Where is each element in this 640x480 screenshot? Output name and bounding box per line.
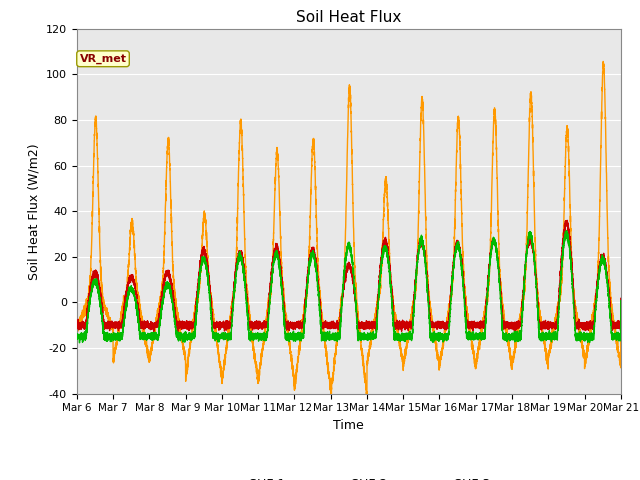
SHF 2 <box>522 254 530 260</box>
Line: SHF 1: SHF 1 <box>77 220 621 332</box>
Title: Soil Heat Flux: Soil Heat Flux <box>296 10 401 25</box>
SHF 1 <box>174 329 182 335</box>
SHF 3 <box>508 332 515 338</box>
SHF 2 <box>287 354 294 360</box>
SHF 1 <box>287 324 294 330</box>
Line: SHF 2: SHF 2 <box>77 61 621 397</box>
SHF 1 <box>508 322 515 328</box>
SHF 1 <box>502 320 510 325</box>
SHF 1 <box>481 322 489 327</box>
SHF 2 <box>617 301 625 307</box>
Y-axis label: Soil Heat Flux (W/m2): Soil Heat Flux (W/m2) <box>28 143 40 279</box>
Legend: SHF 1, SHF 2, SHF 3: SHF 1, SHF 2, SHF 3 <box>202 473 495 480</box>
SHF 3 <box>481 330 489 336</box>
SHF 3 <box>563 228 570 233</box>
SHF 3 <box>617 298 625 303</box>
SHF 2 <box>508 361 515 367</box>
SHF 3 <box>73 335 81 340</box>
SHF 3 <box>287 333 294 338</box>
SHF 3 <box>502 334 510 340</box>
Text: VR_met: VR_met <box>79 54 127 64</box>
SHF 1 <box>73 323 81 328</box>
SHF 2 <box>73 326 81 332</box>
SHF 2 <box>363 394 371 400</box>
SHF 3 <box>76 340 83 346</box>
Line: SHF 3: SHF 3 <box>77 230 621 343</box>
SHF 2 <box>481 309 489 315</box>
SHF 2 <box>302 297 310 302</box>
SHF 2 <box>600 59 607 64</box>
SHF 1 <box>617 296 625 301</box>
SHF 3 <box>302 299 310 305</box>
SHF 2 <box>502 327 510 333</box>
X-axis label: Time: Time <box>333 419 364 432</box>
SHF 3 <box>522 252 530 258</box>
SHF 1 <box>302 294 310 300</box>
SHF 1 <box>522 254 530 260</box>
SHF 1 <box>563 217 571 223</box>
